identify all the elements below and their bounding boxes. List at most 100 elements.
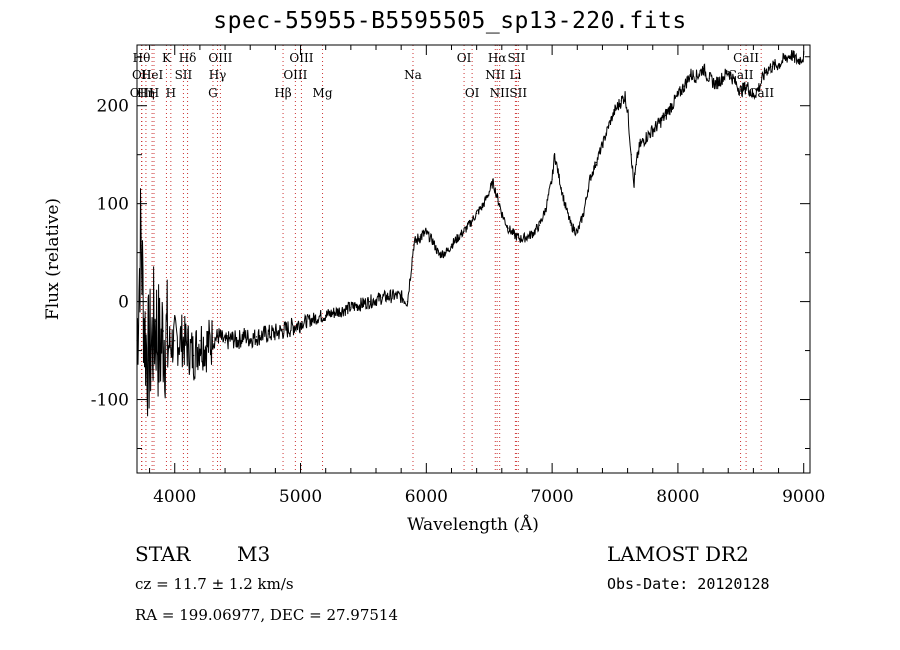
data-point-11: [186, 345, 188, 347]
data-point-91: [635, 163, 638, 166]
y-tick-label: 200: [97, 97, 129, 117]
marker-label-22: NII: [490, 86, 510, 100]
x-axis: 4000 5000 6000 7000 8000 9000: [149, 45, 825, 507]
chart-title: spec-55955-B5595505_sp13-220.fits: [213, 8, 687, 34]
data-point-13: [199, 340, 201, 342]
spectrum-series: [136, 50, 805, 417]
data-point-32: [318, 315, 321, 317]
data-point-88: [630, 154, 632, 156]
data-point-20: [243, 335, 245, 337]
data-point-116: [784, 58, 786, 60]
data-point-94: [645, 136, 648, 138]
data-point-118: [796, 60, 799, 62]
data-point-2: [143, 330, 146, 332]
data-point-40: [369, 301, 371, 303]
line-markers: [141, 45, 762, 473]
data-point-71: [538, 224, 541, 226]
data-point-27: [287, 328, 289, 330]
x-tick-label: 4000: [153, 487, 196, 507]
marker-label-24: SII: [508, 51, 526, 65]
obs-date: Obs-Date: 20120128: [607, 575, 770, 593]
data-point-34: [331, 312, 333, 314]
data-point-115: [777, 63, 780, 66]
data-point-21: [249, 338, 251, 340]
marker-label-2: OIII: [130, 86, 154, 100]
data-point-42: [381, 297, 383, 299]
data-point-85: [620, 100, 622, 102]
data-point-108: [733, 80, 736, 82]
marker-label-18: OI: [457, 51, 472, 65]
data-point-29: [299, 322, 302, 324]
data-point-86: [624, 95, 626, 97]
marker-label-21: Hα: [488, 51, 507, 65]
data-point-61: [488, 191, 490, 193]
data-point-78: [576, 232, 578, 234]
data-point-3: [147, 359, 149, 361]
data-point-9: [174, 340, 176, 342]
data-point-59: [476, 212, 478, 215]
marker-label-16: Mg: [313, 86, 333, 100]
data-point-56: [457, 237, 459, 239]
data-point-43: [387, 296, 390, 298]
data-point-16: [218, 335, 220, 337]
data-point-48: [415, 240, 417, 242]
data-point-55: [450, 244, 453, 246]
data-point-38: [356, 304, 358, 307]
data-point-119: [803, 56, 805, 58]
data-point-113: [765, 69, 767, 72]
marker-label-25: SII: [509, 86, 527, 100]
data-point-5: [155, 320, 157, 322]
marker-label-15: OIII: [289, 51, 313, 65]
object-subclass: M3: [237, 542, 271, 566]
data-point-44: [394, 295, 396, 297]
data-point-7: [162, 330, 165, 332]
data-point-67: [513, 234, 515, 236]
data-point-54: [447, 250, 449, 252]
data-point-39: [362, 302, 365, 305]
marker-label-14: OIII: [283, 68, 307, 82]
data-point-104: [708, 77, 710, 79]
data-point-90: [634, 173, 636, 175]
data-point-36: [343, 308, 346, 311]
marker-label-5: H: [149, 86, 159, 100]
data-point-26: [281, 330, 283, 332]
data-point-31: [312, 318, 314, 320]
spectrum-line: [136, 50, 805, 417]
data-point-80: [589, 178, 591, 180]
marker-label-8: SII: [175, 68, 193, 82]
x-tick-label: 6000: [405, 487, 448, 507]
marker-label-9: Hδ: [179, 51, 197, 65]
marker-label-11: Hγ: [209, 68, 227, 82]
data-point-117: [790, 54, 792, 56]
data-point-47: [413, 244, 415, 246]
data-point-62: [492, 181, 494, 183]
data-point-97: [664, 114, 666, 117]
data-point-25: [274, 332, 276, 334]
data-point-84: [614, 110, 616, 112]
data-point-58: [469, 222, 471, 224]
data-point-14: [205, 345, 207, 347]
data-point-99: [677, 95, 679, 97]
marker-label-17: Na: [404, 68, 422, 82]
data-point-82: [601, 144, 604, 146]
data-point-64: [498, 203, 500, 205]
data-point-15: [211, 340, 214, 342]
y-tick-label: 0: [118, 293, 129, 313]
data-point-93: [639, 144, 641, 146]
data-point-102: [696, 75, 698, 77]
marker-label-6: K: [162, 51, 172, 65]
object-class: STAR: [135, 542, 191, 566]
data-point-6: [159, 349, 161, 352]
x-tick-label: 9000: [782, 487, 825, 507]
data-point-28: [293, 325, 295, 327]
data-point-63: [496, 195, 498, 197]
y-axis-label: Flux (relative): [43, 198, 63, 320]
data-point-18: [230, 338, 232, 340]
data-point-103: [702, 67, 704, 70]
data-point-41: [375, 299, 377, 301]
data-point-33: [325, 314, 327, 316]
data-point-22: [255, 336, 258, 338]
data-point-98: [671, 105, 673, 107]
data-point-77: [570, 224, 572, 226]
data-point-76: [564, 203, 566, 205]
